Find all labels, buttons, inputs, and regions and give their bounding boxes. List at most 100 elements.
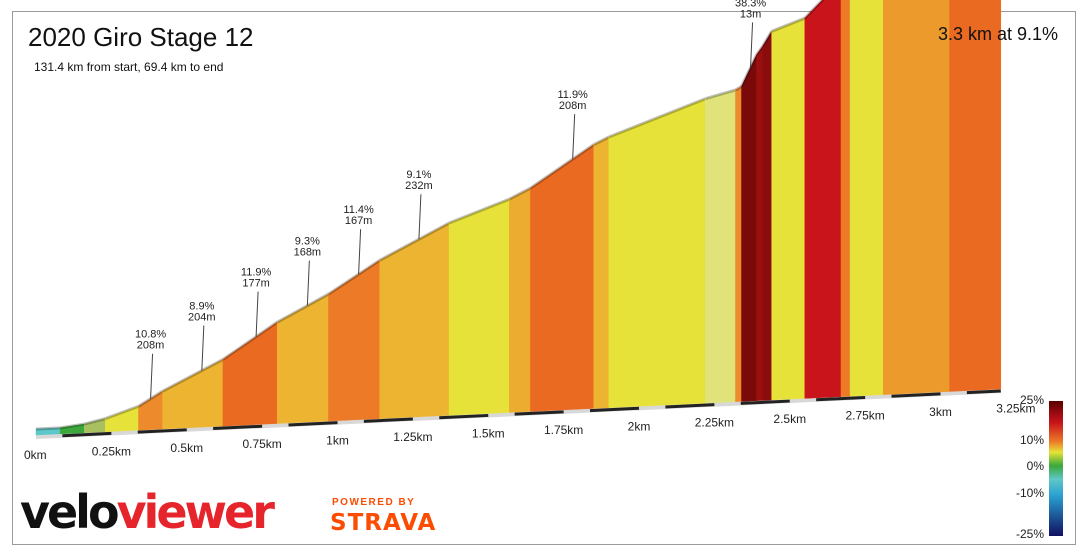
veloviewer-logo-text: veloviewer bbox=[20, 488, 275, 538]
annotation-gradient: 38.3% bbox=[735, 0, 766, 9]
x-tick-label: 0.75km bbox=[242, 437, 281, 451]
baseline-distance-marker bbox=[665, 403, 715, 409]
legend-color-bar bbox=[1049, 401, 1063, 536]
profile-segment-top-edge bbox=[755, 45, 764, 56]
profile-segment bbox=[593, 136, 610, 409]
baseline-distance-marker bbox=[288, 421, 338, 427]
annotation-length: 13m bbox=[740, 8, 761, 20]
profile-segment bbox=[379, 222, 450, 419]
profile-segment bbox=[840, 0, 851, 397]
profile-segment bbox=[105, 405, 139, 432]
baseline-distance-marker bbox=[891, 392, 941, 398]
profile-segment-top-edge bbox=[137, 389, 164, 408]
annotation-gradient: 8.9% bbox=[189, 301, 214, 313]
baseline-distance-marker bbox=[816, 395, 866, 402]
annotation-leader-line bbox=[201, 325, 205, 371]
profile-segment bbox=[608, 98, 706, 408]
profile-segment-top-edge bbox=[734, 85, 743, 92]
profile-segment-top-edge bbox=[104, 404, 140, 420]
profile-segment-top-edge bbox=[608, 97, 706, 139]
profile-segment bbox=[705, 89, 736, 404]
annotation-length: 204m bbox=[188, 312, 216, 324]
logo-part-velo: velo bbox=[20, 488, 118, 538]
annotation-leader-line bbox=[306, 260, 310, 306]
profile-segment bbox=[530, 144, 595, 412]
profile-segment-top-edge bbox=[771, 16, 806, 33]
profile-segment-top-edge bbox=[448, 197, 510, 225]
profile-segment bbox=[762, 30, 772, 401]
profile-segment-top-edge bbox=[379, 221, 450, 262]
baseline-distance-marker bbox=[62, 431, 112, 438]
x-tick-label: 2km bbox=[628, 419, 651, 433]
profile-segment bbox=[222, 321, 278, 427]
profile-segment bbox=[756, 45, 763, 401]
profile-segment-top-edge bbox=[83, 417, 106, 426]
profile-segment bbox=[741, 54, 757, 402]
x-tick-label: 3.25km bbox=[996, 401, 1035, 415]
x-tick-label: 2.75km bbox=[845, 408, 884, 422]
baseline-distance-marker bbox=[514, 410, 564, 416]
profile-segment bbox=[276, 293, 329, 424]
legend-label: 10% bbox=[1020, 433, 1044, 447]
annotation-leader-line bbox=[358, 229, 362, 275]
logo-part-viewer: viewer bbox=[117, 488, 276, 538]
x-tick-label: 0km bbox=[24, 448, 47, 462]
annotation-length: 208m bbox=[137, 340, 165, 352]
gradient-legend: 25% 10% 0% -10% -25% bbox=[1016, 393, 1063, 541]
profile-segment-top-edge bbox=[529, 143, 595, 190]
x-tick-label: 0.5km bbox=[170, 441, 203, 455]
baseline-distance-marker bbox=[589, 406, 640, 413]
annotation-gradient: 9.3% bbox=[295, 236, 320, 248]
profile-segment-top-edge bbox=[35, 426, 61, 431]
profile-segment bbox=[448, 198, 510, 416]
chart-subtitle: 131.4 km from start, 69.4 km to end bbox=[34, 60, 224, 74]
profile-segment-top-edge bbox=[593, 135, 610, 146]
x-tick-label: 1.25km bbox=[393, 430, 432, 444]
profile-segment-top-edge bbox=[161, 358, 224, 393]
profile-segment bbox=[771, 17, 806, 401]
profile-segment-top-edge bbox=[803, 0, 825, 20]
profile-segment bbox=[849, 0, 884, 397]
annotation-leader-line bbox=[150, 353, 154, 399]
profile-segment-top-edge bbox=[508, 186, 532, 201]
annotation-length: 177m bbox=[242, 278, 270, 290]
profile-annotations: 10.8%208m8.9%204m11.9%177m9.3%168m11.4%1… bbox=[135, 0, 766, 399]
strava-logo: STRAVA bbox=[330, 510, 437, 536]
profile-segment-top-edge bbox=[740, 54, 758, 88]
profile-segment-top-edge bbox=[222, 320, 279, 361]
x-tick-label: 1.75km bbox=[544, 423, 583, 437]
powered-by-label: POWERED BY bbox=[332, 497, 416, 508]
x-tick-label: 2.25km bbox=[695, 416, 734, 430]
profile-segment bbox=[162, 359, 224, 430]
legend-label: -25% bbox=[1016, 527, 1044, 541]
veloviewer-logo: veloviewer bbox=[20, 488, 278, 538]
baseline-distance-marker bbox=[439, 413, 489, 420]
baseline-distance-marker bbox=[363, 417, 413, 423]
profile-segment-top-edge bbox=[276, 292, 330, 324]
legend-label: 25% bbox=[1020, 393, 1044, 407]
profile-segment-top-edge bbox=[59, 422, 85, 430]
profile-segment bbox=[882, 0, 950, 395]
baseline-distance-marker bbox=[137, 428, 187, 434]
x-tick-label: 2.5km bbox=[773, 412, 806, 426]
x-tick-label: 1km bbox=[326, 434, 349, 448]
profile-segments bbox=[35, 0, 1002, 438]
chart-title: 2020 Giro Stage 12 bbox=[28, 22, 254, 52]
profile-segment bbox=[735, 86, 742, 402]
x-tick-label: 1.5km bbox=[472, 426, 505, 440]
annotation-gradient: 11.9% bbox=[557, 89, 588, 101]
legend-label: -10% bbox=[1016, 486, 1044, 500]
profile-segment bbox=[509, 187, 531, 413]
x-tick-label: 3km bbox=[929, 405, 952, 419]
profile-segment bbox=[328, 259, 380, 422]
annotation-leader-line bbox=[750, 22, 754, 68]
x-axis-ticks: 0km 0.25km 0.5km 0.75km 1km 1.25km 1.5km 1.75km… bbox=[24, 401, 1036, 462]
profile-segment bbox=[804, 0, 842, 399]
baseline-distance-marker bbox=[966, 389, 1001, 395]
annotation-leader-line bbox=[255, 291, 259, 337]
legend-label: 0% bbox=[1027, 459, 1045, 473]
profile-segment-top-edge bbox=[761, 30, 773, 48]
annotation-length: 232m bbox=[405, 180, 433, 192]
annotation-length: 167m bbox=[345, 215, 373, 227]
